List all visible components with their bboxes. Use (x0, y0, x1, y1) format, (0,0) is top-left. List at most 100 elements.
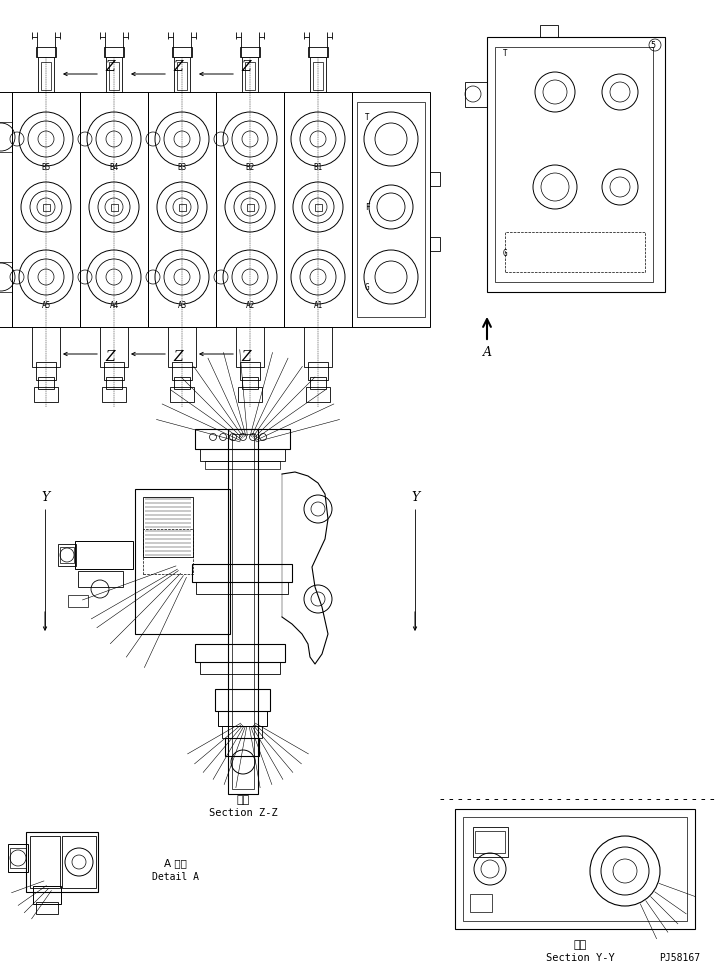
Bar (36, 48, 56, 58)
Bar (195, 644, 285, 662)
Bar (200, 450, 285, 461)
Text: A3: A3 (177, 301, 187, 310)
Text: B2: B2 (246, 163, 255, 172)
Text: A 詳細: A 詳細 (164, 857, 187, 867)
Bar (172, 362, 192, 381)
Bar (430, 237, 440, 252)
Bar (174, 58, 190, 93)
Bar (104, 362, 124, 381)
Bar (106, 378, 122, 389)
Bar (8, 844, 28, 872)
Text: A5: A5 (42, 301, 51, 310)
Bar (0, 123, 12, 153)
Bar (505, 233, 645, 273)
Bar (10, 849, 26, 868)
Text: Y: Y (41, 491, 49, 504)
Bar (34, 387, 58, 403)
Bar (240, 48, 260, 58)
Text: Z: Z (241, 60, 251, 74)
Text: B3: B3 (177, 163, 187, 172)
Bar (463, 817, 687, 921)
Bar (284, 93, 352, 328)
Bar (179, 205, 185, 211)
Bar (465, 83, 487, 108)
Bar (135, 489, 230, 634)
Text: Detail A: Detail A (151, 871, 198, 881)
Bar (172, 48, 192, 58)
Bar (222, 727, 262, 738)
Bar (475, 831, 505, 853)
Bar (215, 689, 270, 711)
Bar (236, 328, 264, 368)
Bar (314, 205, 322, 211)
Bar (218, 711, 267, 727)
Bar (242, 58, 258, 93)
Bar (196, 582, 288, 595)
Text: Z: Z (106, 60, 115, 74)
Text: A4: A4 (109, 301, 118, 310)
Bar (100, 328, 128, 368)
Text: Z: Z (106, 350, 115, 363)
Bar (111, 205, 118, 211)
Bar (0, 93, 12, 328)
Bar (310, 58, 326, 93)
Bar (41, 62, 51, 91)
Text: T: T (503, 48, 508, 58)
Bar (240, 362, 260, 381)
Text: PJ58167: PJ58167 (659, 952, 700, 961)
Bar (174, 378, 190, 389)
Text: 5: 5 (651, 41, 656, 50)
Bar (143, 498, 193, 557)
Bar (308, 48, 328, 58)
Text: G: G (365, 283, 369, 292)
Text: F: F (365, 204, 369, 212)
Text: Z: Z (241, 350, 251, 363)
Bar (75, 541, 133, 570)
Bar (430, 173, 440, 186)
Bar (357, 103, 425, 318)
Bar (104, 48, 124, 58)
Bar (245, 62, 255, 91)
Text: Z: Z (173, 60, 183, 74)
Bar (192, 564, 292, 582)
Bar (540, 26, 558, 38)
Bar (62, 836, 96, 888)
Text: A2: A2 (246, 301, 255, 310)
Bar (26, 832, 98, 892)
Text: Section Z-Z: Section Z-Z (209, 807, 277, 817)
Bar (32, 328, 60, 368)
Bar (106, 58, 122, 93)
Bar (238, 387, 262, 403)
Bar (304, 328, 332, 368)
Bar (30, 836, 60, 888)
Text: Z: Z (173, 350, 183, 363)
Bar (102, 387, 126, 403)
Bar (310, 378, 326, 389)
Bar (109, 62, 119, 91)
Bar (352, 93, 430, 328)
Bar (242, 378, 258, 389)
Bar (246, 205, 253, 211)
Bar (195, 430, 290, 450)
Text: Section Y-Y: Section Y-Y (546, 952, 615, 961)
Bar (42, 205, 50, 211)
Bar (232, 434, 254, 789)
Bar (473, 827, 508, 857)
Bar (455, 809, 695, 929)
Bar (58, 545, 76, 566)
Bar (306, 387, 330, 403)
Text: 断面: 断面 (236, 794, 250, 804)
Bar (495, 48, 653, 283)
Bar (313, 62, 323, 91)
Text: Y: Y (411, 491, 419, 504)
Bar (36, 902, 58, 914)
Bar (487, 38, 665, 293)
Bar (60, 548, 74, 563)
Text: G: G (503, 248, 508, 258)
Bar (470, 894, 492, 912)
Bar (80, 93, 148, 328)
Text: B5: B5 (42, 163, 51, 172)
Text: B1: B1 (313, 163, 322, 172)
Bar (0, 262, 12, 293)
Bar (205, 461, 280, 470)
